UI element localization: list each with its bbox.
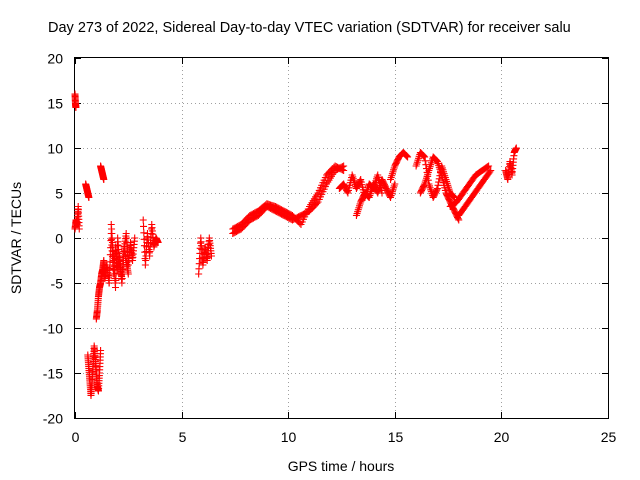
data-point (449, 192, 457, 200)
data-point (85, 194, 93, 201)
y-tick-label: -20 (43, 411, 63, 427)
data-point (435, 175, 443, 183)
y-tick-label: 0 (55, 231, 63, 247)
data-point (484, 163, 492, 171)
data-point (343, 188, 351, 196)
data-point (421, 157, 429, 165)
data-point (97, 347, 105, 354)
data-point (140, 229, 148, 237)
data-point (112, 276, 120, 284)
data-point (433, 185, 441, 192)
data-point (435, 178, 443, 186)
y-tick-label: 15 (47, 96, 63, 112)
y-axis-label: SDTVAR / TECUs (8, 182, 24, 294)
x-tick-label: 20 (494, 429, 510, 445)
y-tick-label: 10 (47, 141, 63, 157)
data-point (75, 225, 83, 233)
data-point (404, 153, 412, 161)
x-tick-label: 0 (72, 429, 80, 445)
data-point (124, 270, 132, 278)
x-tick-labels: 0 5 10 15 20 25 (72, 429, 617, 445)
data-point (487, 167, 495, 174)
data-point (106, 265, 114, 273)
chart-title: Day 273 of 2022, Sidereal Day-to-day VTE… (48, 20, 571, 36)
x-tick-label: 25 (601, 429, 617, 445)
data-point (421, 153, 429, 161)
data-point (486, 168, 494, 176)
data-point (113, 241, 121, 249)
data-point (403, 152, 411, 160)
data-point (313, 199, 321, 207)
grid (75, 58, 608, 418)
data-point (140, 222, 148, 230)
y-tick-label: 5 (55, 186, 63, 202)
data-point (356, 177, 364, 185)
data-point (420, 181, 428, 189)
data-point (112, 262, 120, 270)
data-point (485, 162, 493, 170)
data-point (112, 284, 120, 291)
y-tick-labels: -20 -15 -10 -5 0 5 10 15 20 (43, 51, 63, 427)
data-point (450, 193, 458, 201)
plot-frame (74, 57, 609, 419)
data-series (71, 90, 520, 399)
x-axis-label: GPS time / hours (288, 458, 395, 474)
data-point (512, 144, 520, 152)
data-point (433, 186, 441, 194)
x-tick-label: 5 (179, 429, 187, 445)
axis-ticks (75, 58, 609, 419)
data-point (338, 166, 346, 174)
y-tick-label: -5 (51, 276, 64, 292)
data-point (402, 152, 410, 160)
data-point (72, 104, 80, 111)
data-point (139, 216, 147, 224)
data-point (454, 215, 462, 223)
y-tick-label: -15 (43, 366, 63, 382)
data-point (131, 234, 139, 242)
x-tick-label: 15 (388, 429, 404, 445)
data-point (154, 239, 162, 246)
y-tick-label: -10 (43, 321, 63, 337)
data-point (419, 152, 427, 160)
data-point (391, 180, 399, 188)
data-point (207, 252, 215, 260)
data-point (100, 176, 108, 183)
data-point (420, 152, 428, 160)
x-tick-label: 10 (281, 429, 297, 445)
data-point (112, 269, 120, 277)
data-point (434, 181, 442, 189)
data-point (105, 272, 113, 280)
data-point (340, 167, 348, 174)
y-tick-label: 20 (47, 51, 63, 67)
data-point (105, 279, 113, 287)
data-point (141, 248, 149, 256)
